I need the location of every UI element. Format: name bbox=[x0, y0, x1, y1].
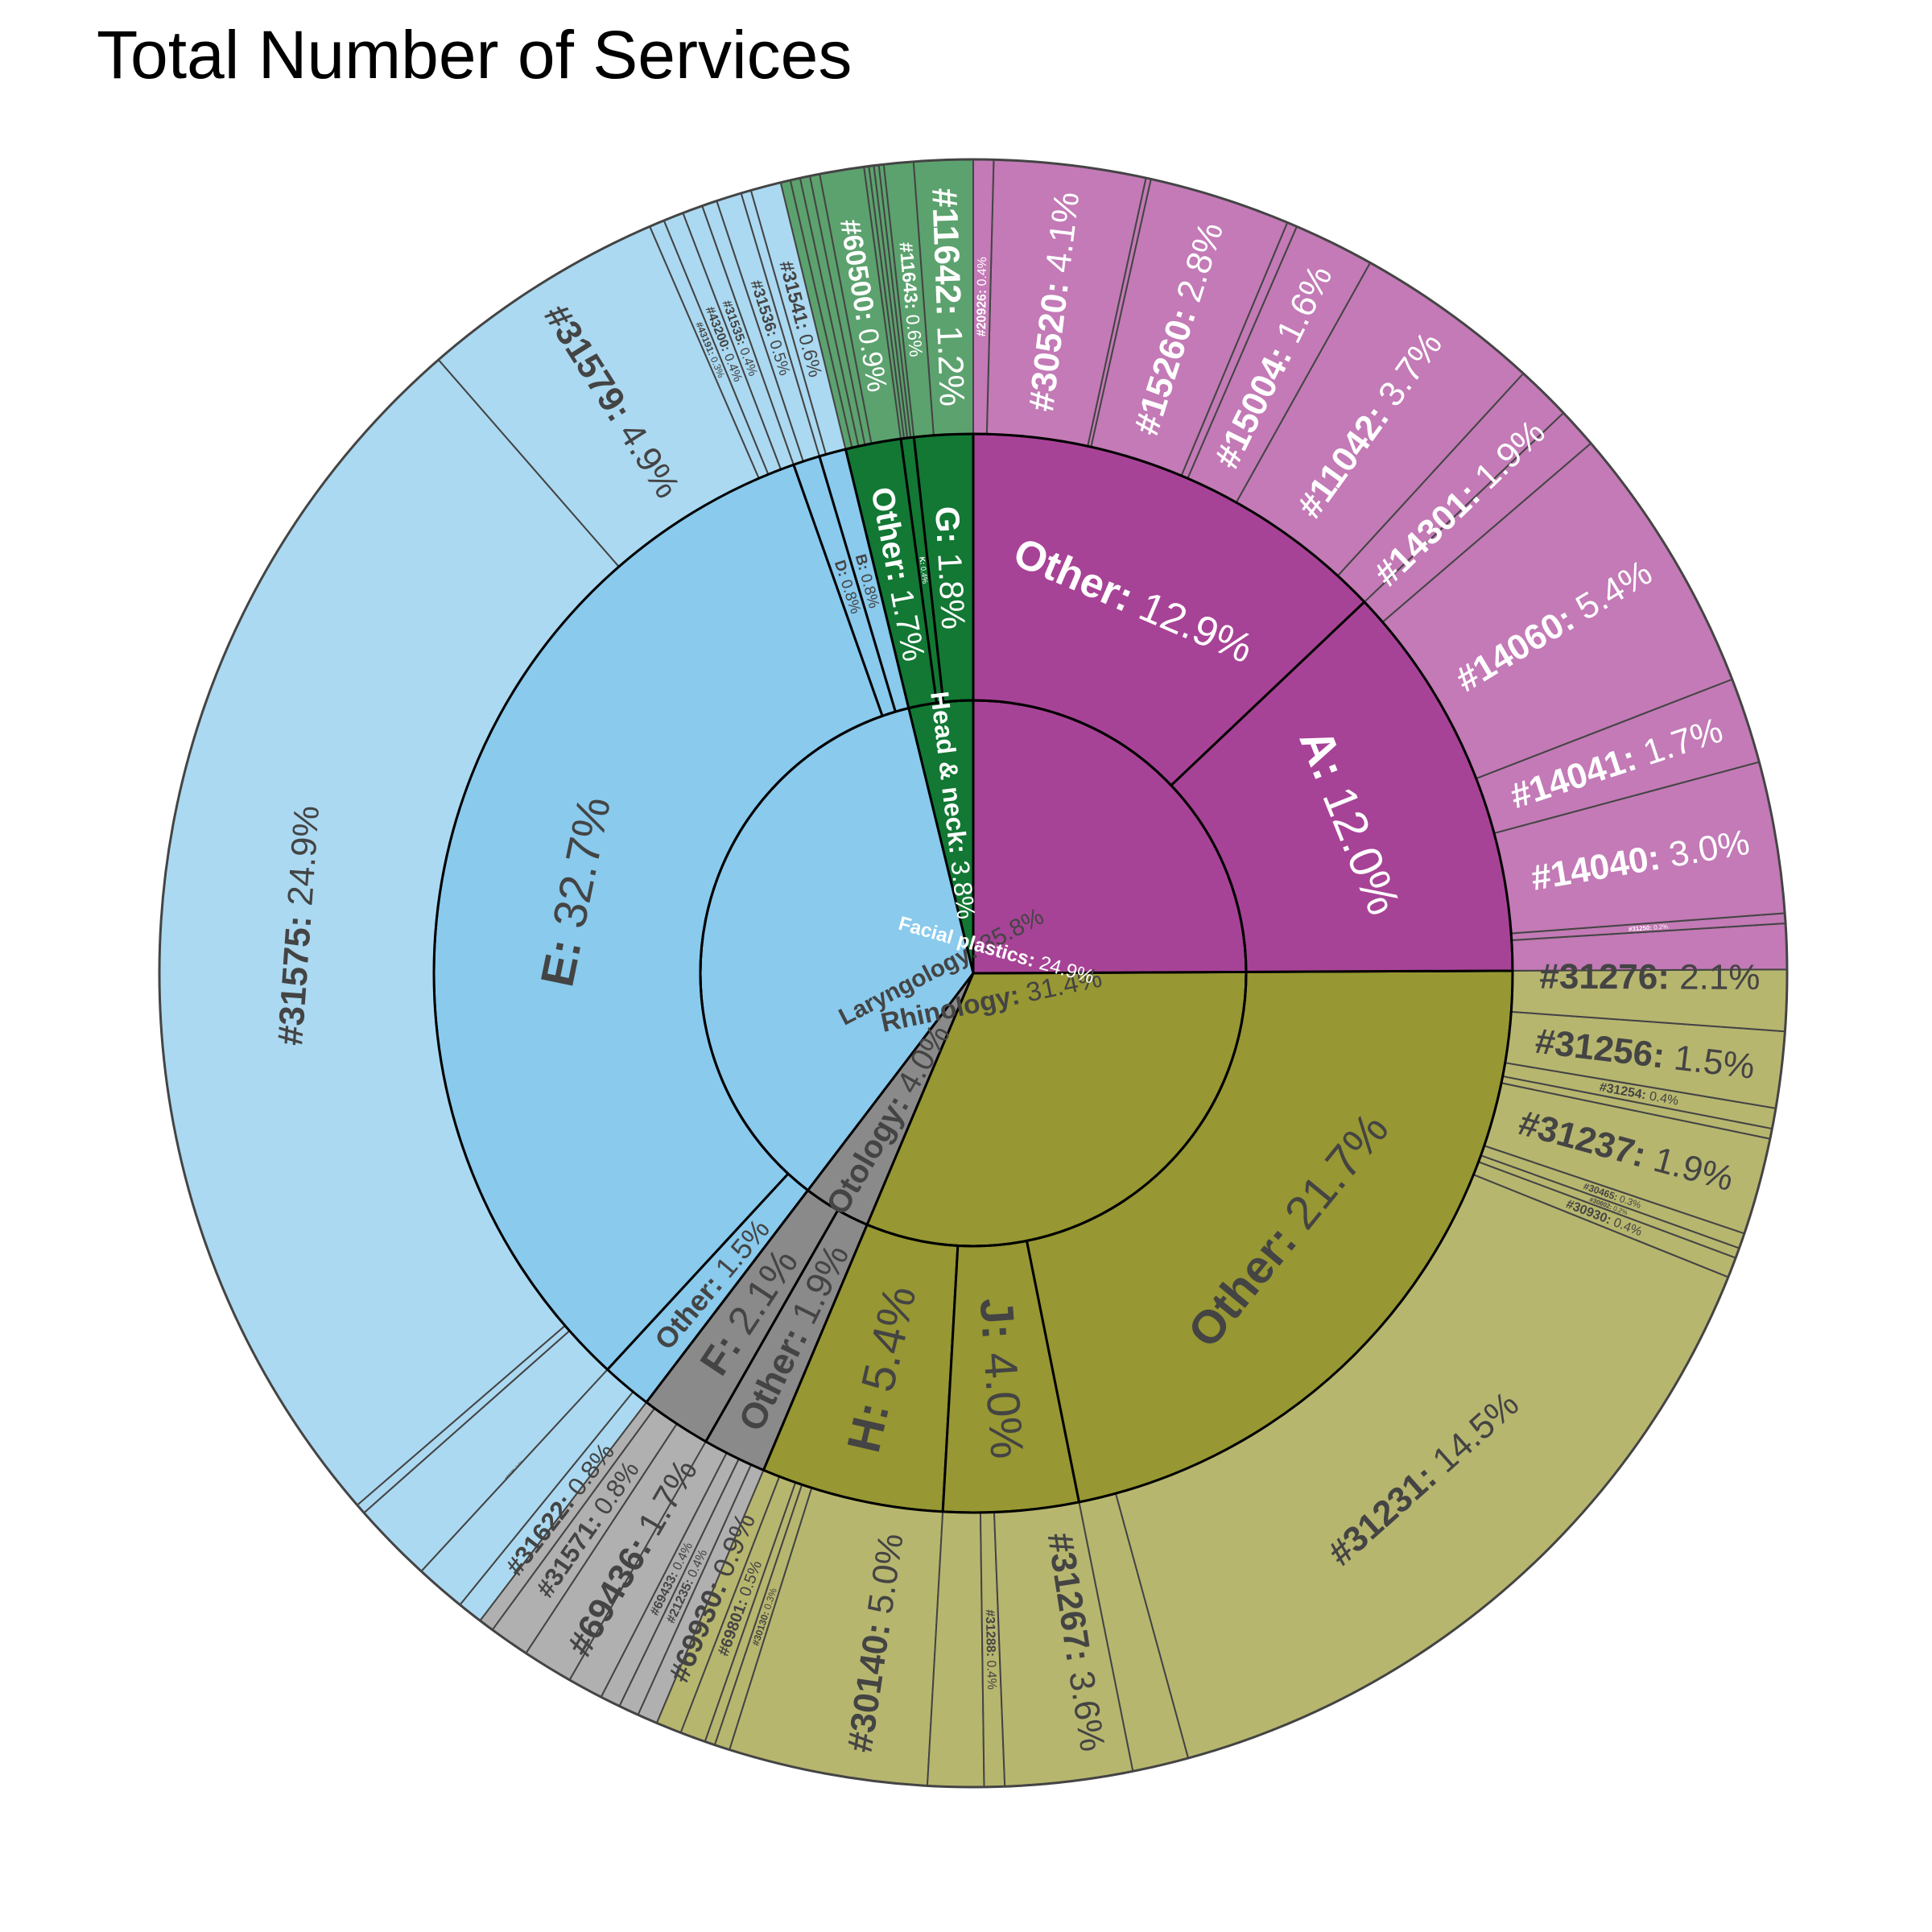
label-31276-48: #31276: 2.1% bbox=[1539, 956, 1760, 997]
label-31575-28: #31575: 24.9% bbox=[270, 804, 327, 1046]
label-31250-49: #31250: 0.2% bbox=[1629, 923, 1669, 932]
segments bbox=[158, 158, 1789, 1789]
outer-boundary bbox=[158, 158, 1789, 1789]
ring-boundary bbox=[699, 699, 1248, 1248]
label-11643-20: #11643: 0.6% bbox=[895, 242, 927, 358]
label-k-6: K: 0.4% bbox=[918, 556, 929, 584]
label-11642-19: #11642: 1.2% bbox=[925, 188, 972, 407]
label-j-15: J: 4.0% bbox=[970, 1296, 1034, 1460]
label-g-5: G: 1.8% bbox=[929, 506, 973, 630]
ring-boundary bbox=[432, 432, 1514, 1514]
chart-title: Total Number of Services bbox=[97, 17, 852, 93]
label-20926-58: #20926: 0.4% bbox=[974, 257, 989, 336]
label-31288-39: #31288: 0.4% bbox=[983, 1609, 999, 1690]
label-h-14: H: 5.4% bbox=[837, 1281, 927, 1457]
